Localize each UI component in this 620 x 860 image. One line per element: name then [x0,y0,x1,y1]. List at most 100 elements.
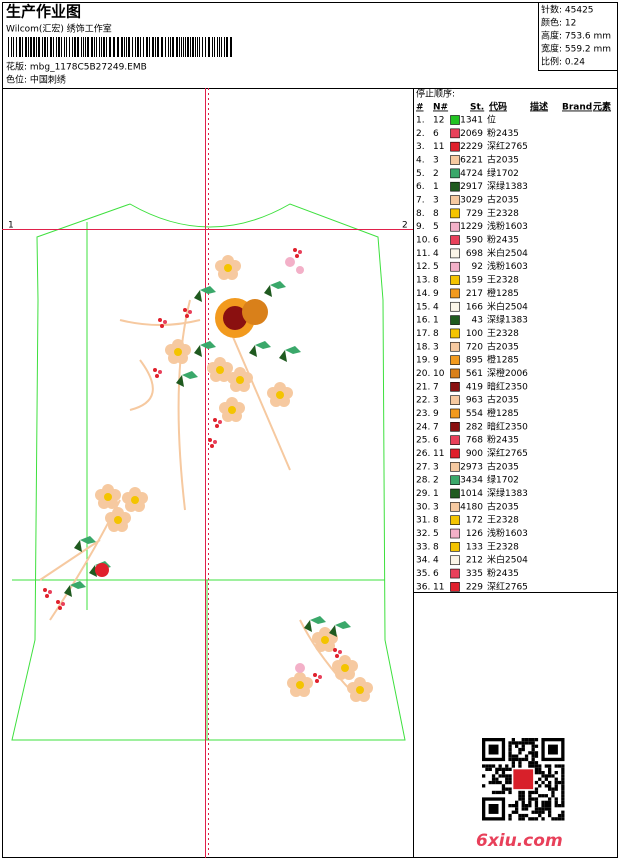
bar [208,37,210,57]
qr-module [498,790,502,795]
qr-module [505,764,509,768]
color-swatch [450,155,460,165]
qr-module [531,810,535,814]
qr-module [505,774,509,778]
qr-module [548,797,552,801]
needle: 5 [433,529,439,539]
qr-module [561,790,565,795]
stitches: 4180 [460,502,483,512]
qr-module [554,771,558,775]
needle: 7 [433,382,439,392]
qr-module [538,784,542,788]
embroidery [39,248,373,702]
bar [56,37,57,57]
row-number: 23. [416,409,430,419]
qr-module [548,784,552,788]
needle: 8 [433,542,439,552]
qr-module [534,807,539,811]
qr-module [491,780,496,785]
needle: 3 [433,156,439,166]
qr-module [511,764,515,768]
stitches: 282 [466,422,483,432]
qr-module [561,794,565,798]
needle: 3 [433,502,439,512]
qr-module [541,771,545,775]
description: 位 [487,114,496,126]
description: 米白2504 [487,300,528,312]
qr-module [508,787,512,791]
row-number: 31. [416,516,430,526]
bar [61,37,62,57]
bar [214,37,215,57]
needle: 9 [433,409,439,419]
qr-module [491,774,496,778]
qr-module [518,757,522,762]
qr-module [548,771,552,775]
row-number: 22. [416,396,430,406]
qr-module [557,813,562,818]
bar [58,37,60,57]
description: 古2035 [487,460,519,472]
qr-module [518,747,522,752]
description: 粉2435 [487,234,519,246]
qr-module [518,751,522,755]
qr-module [518,817,522,821]
bar [53,37,54,57]
qr-module [561,774,565,778]
qr-module [531,817,535,821]
row-number: 36. [416,582,430,592]
row-number: 6. [416,182,425,192]
stitches: 229 [466,582,483,592]
qr-module [534,767,539,771]
qr-module [501,784,506,788]
row-number: 4. [416,156,425,166]
description: 橙1285 [487,354,519,366]
qr-module [482,784,486,788]
row-number: 28. [416,476,430,486]
bar [202,37,203,57]
color-swatch [450,235,460,245]
row-number: 1. [416,116,425,126]
color-swatch [450,315,460,325]
bar [168,37,169,57]
qr-module [551,794,555,798]
needle: 8 [433,516,439,526]
bar [25,37,27,57]
qr-module [541,774,545,778]
row-number: 16. [416,316,430,326]
bar [152,37,154,57]
qr-module [508,780,512,785]
qr-module [508,754,512,758]
qr-module [498,764,502,768]
qr-module [531,797,535,801]
qr-module [508,741,512,745]
qr-module [485,764,489,768]
bar [135,37,136,57]
qr-module [531,757,535,762]
bar [157,37,159,57]
info-line: 比例: 0.24 [541,56,585,68]
qr-module [554,780,558,785]
qr-module [488,767,492,771]
qr-module [511,761,515,765]
row-number: 11. [416,249,430,259]
qr-module [538,771,542,775]
qr-module [518,741,522,745]
bar [117,37,119,57]
row-number: 10. [416,236,430,246]
bar [212,37,213,57]
description: 暗红2350 [487,380,528,392]
qr-module [557,804,562,808]
qr-module [521,757,525,762]
needle: 3 [433,462,439,472]
bar [170,37,171,57]
bar [146,37,148,57]
qr-module [491,777,496,781]
description: 深橙2006 [487,367,528,379]
stitches: 900 [466,449,483,459]
bar [128,37,130,57]
qr-module [495,790,499,795]
bar [197,37,198,57]
